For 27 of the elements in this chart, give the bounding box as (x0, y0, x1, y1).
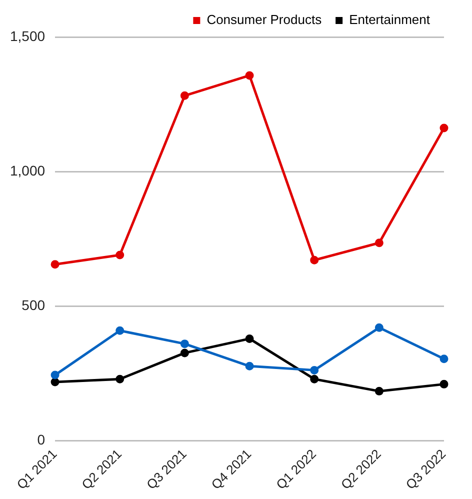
point (116, 326, 124, 335)
y-tick-label: 1,000 (10, 162, 46, 178)
point (245, 71, 254, 80)
point (245, 362, 254, 370)
point (50, 370, 60, 380)
point (50, 260, 60, 269)
point (374, 386, 384, 396)
point (310, 366, 319, 374)
point (50, 378, 60, 386)
legend-label: Consumer Products (206, 12, 322, 28)
point (374, 323, 384, 332)
point (310, 374, 319, 384)
legend-label: Entertainment (349, 12, 430, 28)
y-tick-label: 1,500 (10, 28, 46, 44)
point (440, 124, 448, 132)
point (180, 348, 189, 358)
point (440, 380, 448, 388)
y-tick-label: 0 (37, 432, 46, 448)
point (116, 250, 124, 260)
y-tick-label: 500 (22, 296, 46, 313)
point (440, 354, 448, 364)
point (245, 334, 254, 343)
point (374, 238, 384, 248)
point (180, 340, 189, 348)
point (180, 91, 189, 100)
point (116, 374, 124, 384)
point (310, 256, 319, 264)
